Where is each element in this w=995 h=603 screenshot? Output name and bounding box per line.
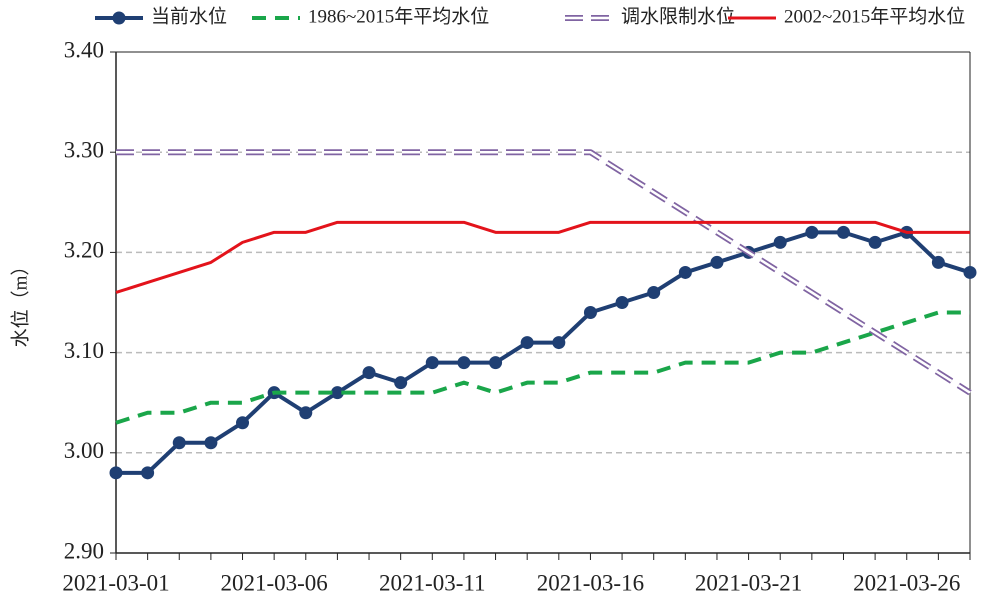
series-line [116, 149, 972, 396]
point [805, 225, 819, 239]
series-line [115, 310, 970, 425]
y-tick-label: 3.40 [64, 37, 104, 62]
x-tick-label: 2021-03-11 [379, 570, 485, 595]
legend-label: 调水限制水位 [621, 5, 735, 27]
point [963, 265, 977, 279]
point [710, 255, 724, 269]
y-tick-label: 3.20 [64, 238, 104, 263]
x-tick-label: 2021-03-16 [537, 570, 644, 595]
y-axis-label: 水位（m） [9, 257, 31, 348]
x-tick-label: 2021-03-26 [853, 570, 960, 595]
point [330, 386, 344, 400]
x-tick-label: 2021-03-01 [62, 570, 169, 595]
x-tick-label: 2021-03-06 [220, 570, 327, 595]
series-line [115, 220, 970, 294]
point [109, 466, 123, 480]
point [931, 255, 945, 269]
legend-label: 1986~2015年平均水位 [308, 5, 489, 27]
point [362, 366, 376, 380]
point [520, 336, 534, 350]
point [773, 235, 787, 249]
legend-label: 当前水位 [151, 5, 227, 27]
point [615, 296, 629, 309]
point [552, 336, 566, 350]
y-tick-label: 3.30 [64, 137, 104, 162]
point [489, 356, 503, 370]
y-tick-label: 2.90 [64, 538, 104, 563]
point [425, 356, 439, 370]
point [141, 466, 155, 480]
point [678, 265, 692, 279]
point [299, 406, 313, 420]
point [647, 285, 661, 299]
point [868, 235, 882, 249]
point [204, 436, 218, 450]
point [836, 225, 850, 239]
y-tick-label: 3.10 [64, 338, 104, 363]
point [172, 436, 186, 450]
series-line [116, 230, 971, 475]
point [236, 416, 250, 430]
point [457, 356, 471, 370]
x-tick-label: 2021-03-21 [695, 570, 802, 595]
legend-marker [112, 11, 126, 25]
y-tick-label: 3.00 [64, 438, 104, 463]
point [583, 306, 597, 320]
series-line-inner [116, 150, 971, 394]
legend-label: 2002~2015年平均水位 [784, 5, 965, 27]
point [394, 376, 408, 390]
